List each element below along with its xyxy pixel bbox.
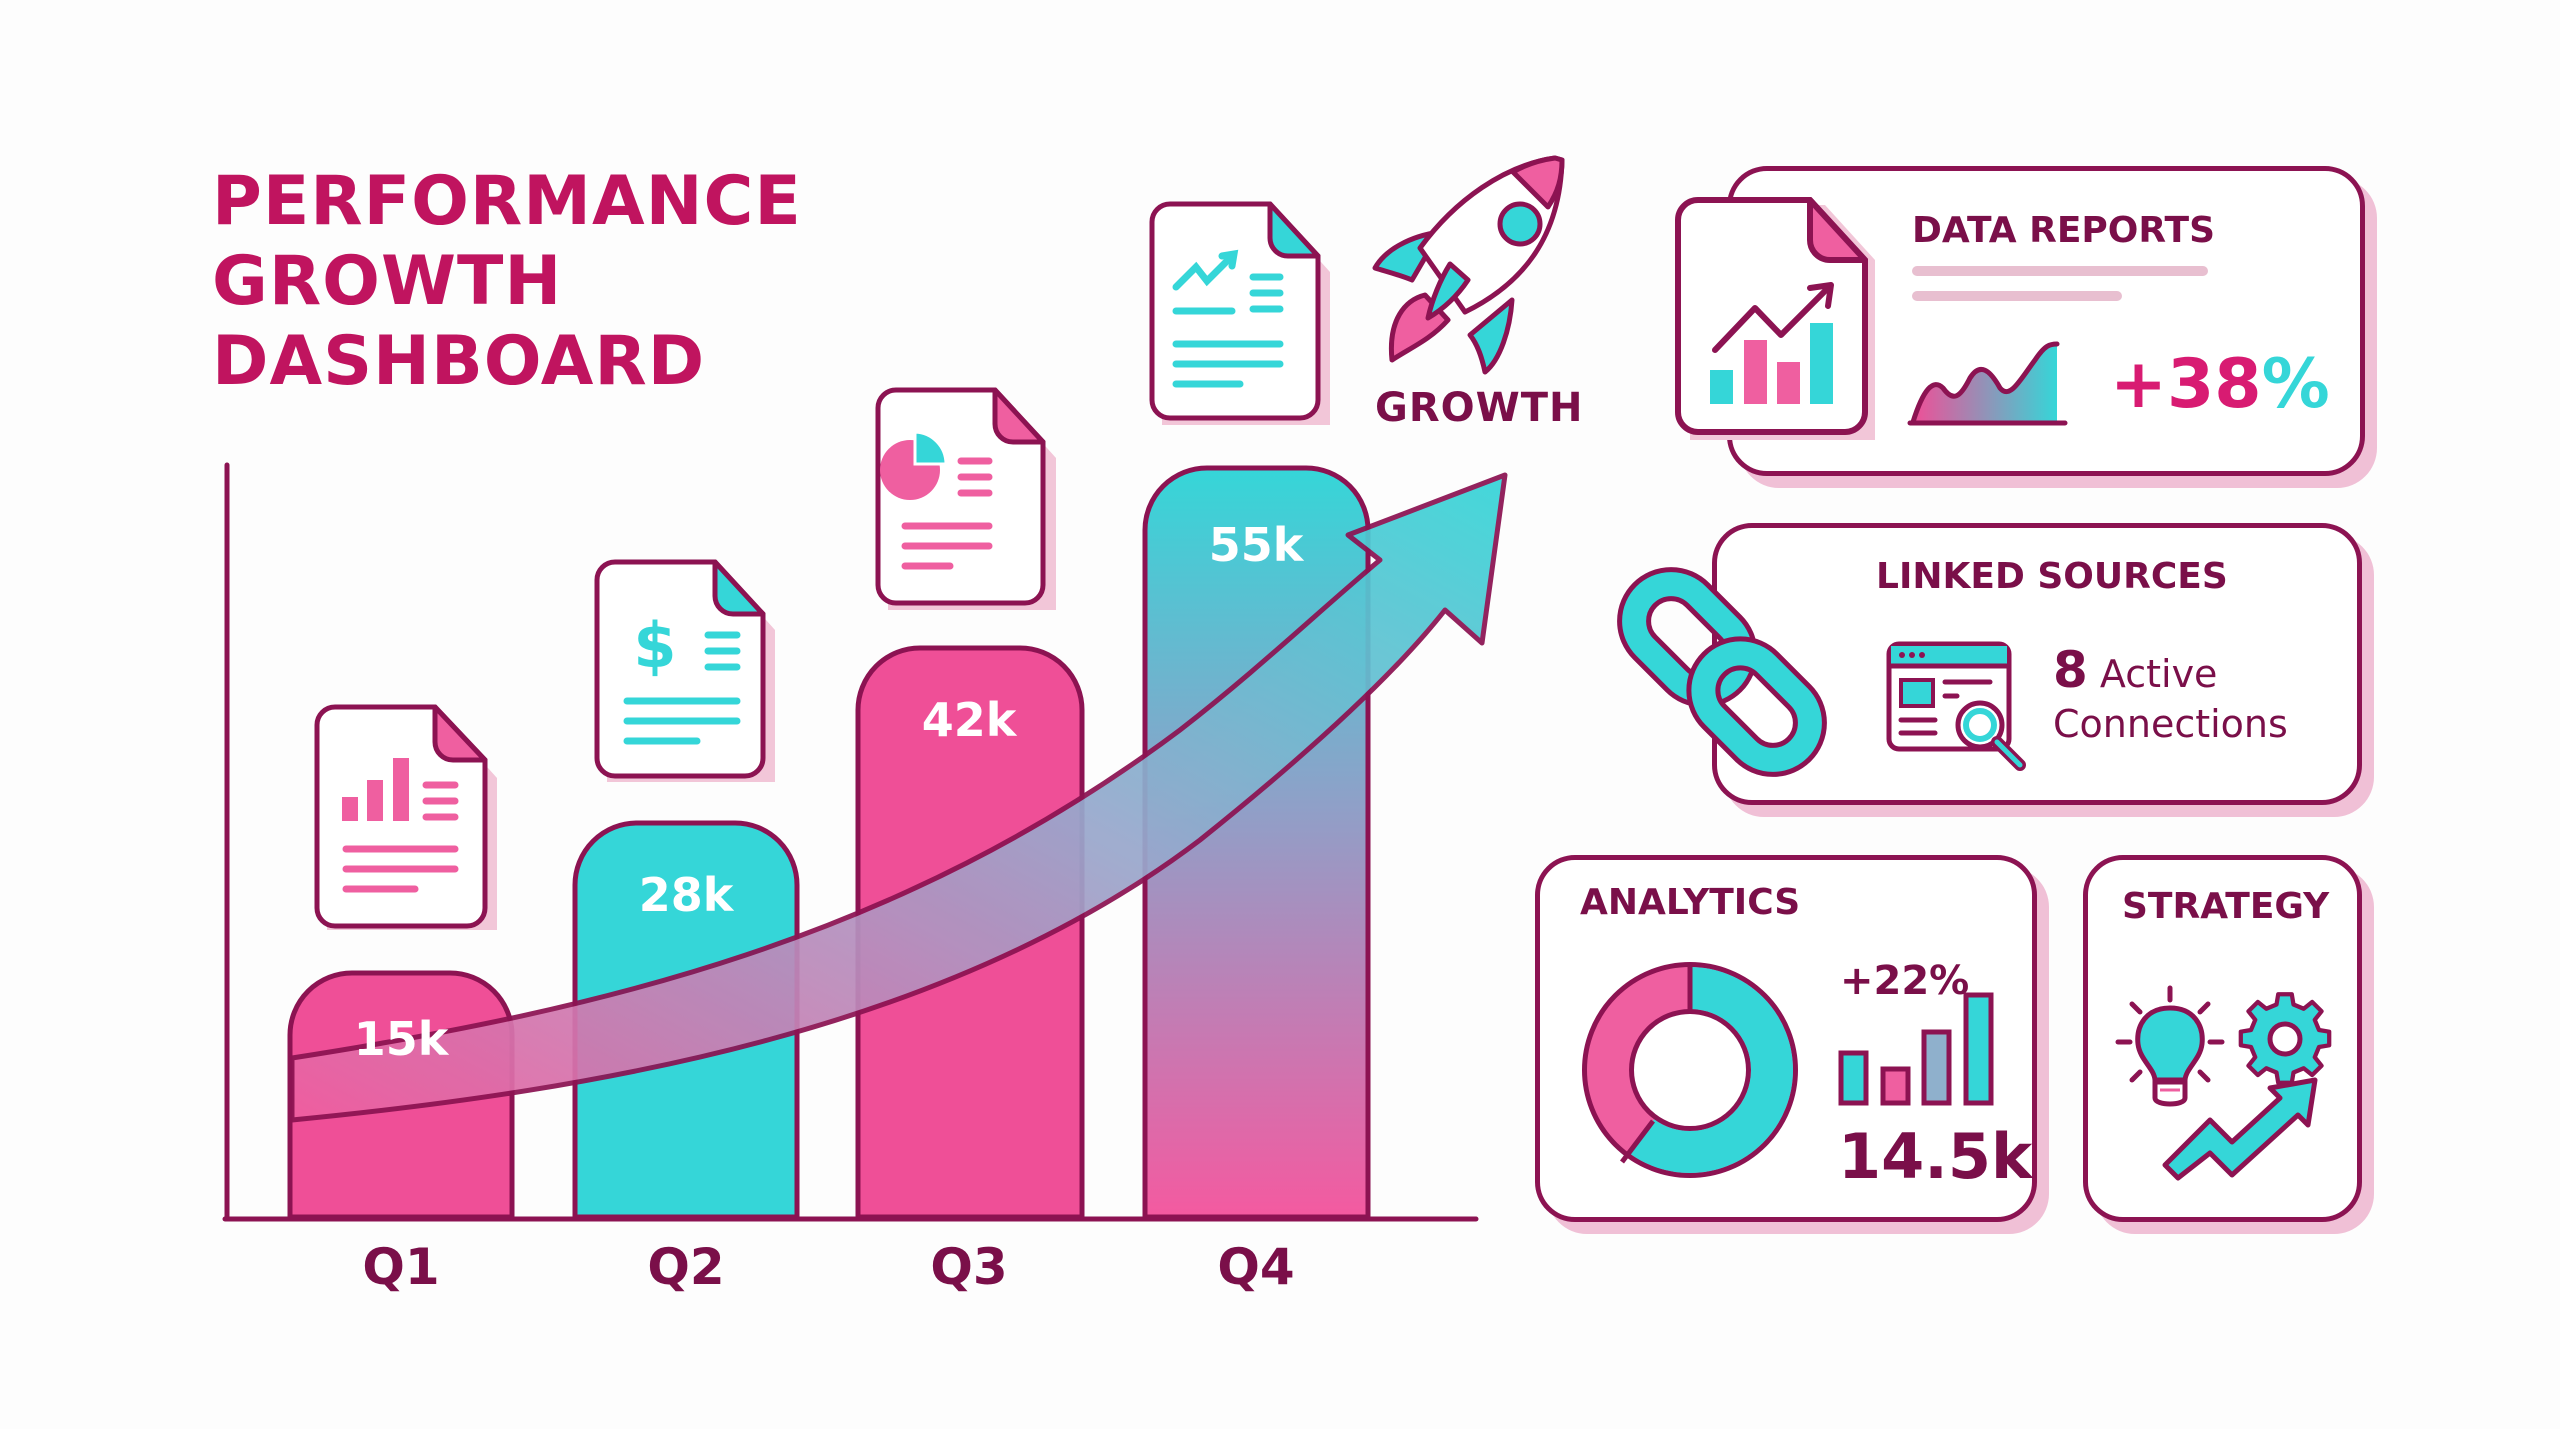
trend-up-arrow-icon — [2162, 1077, 2318, 1181]
gear-icon — [2238, 992, 2332, 1085]
data-reports-title: DATA REPORTS — [1912, 210, 2215, 251]
title-line-3: DASHBOARD — [212, 322, 706, 401]
title-line-2: GROWTH — [212, 242, 563, 321]
svg-text:$: $ — [633, 609, 676, 682]
x-label-q2: Q2 — [647, 1238, 725, 1296]
linked-sources-title: LINKED SOURCES — [1876, 556, 2228, 597]
report-document-icon — [1675, 197, 1875, 440]
strategy-icons — [2115, 985, 2332, 1181]
bar-value-q1: 15k — [353, 1012, 449, 1066]
dollar-document-icon: $ — [594, 559, 775, 782]
bar-value-q2: 28k — [638, 868, 734, 922]
change-value: +38 — [2110, 345, 2262, 424]
x-label-q3: Q3 — [930, 1238, 1008, 1296]
change-suffix: % — [2261, 345, 2330, 424]
page-title: PERFORMANCE GROWTH DASHBOARD — [212, 162, 802, 402]
growth-label: GROWTH — [1375, 385, 1584, 431]
strategy-title: STRATEGY — [2122, 886, 2330, 927]
x-label-q4: Q4 — [1217, 1238, 1295, 1296]
panel-linked-sources[interactable] — [1712, 523, 2362, 805]
link-chain-icon — [1617, 567, 1827, 777]
lightbulb-icon — [2115, 985, 2225, 1107]
rocket-icon — [1372, 155, 1565, 375]
analytics-title: ANALYTICS — [1580, 882, 1801, 923]
connections-label-2: Connections — [2053, 702, 2288, 746]
connections-count: 8 — [2053, 641, 2088, 699]
placeholder-line — [1912, 266, 2208, 276]
bar-value-q4: 55k — [1208, 518, 1304, 572]
connections-label-1: Active — [2099, 652, 2218, 696]
trend-arrow-icon — [289, 472, 1508, 1123]
analytics-value: 14.5k — [1838, 1120, 2033, 1193]
mini-bar-chart-icon — [1838, 992, 1994, 1106]
bar-chart-document-icon — [314, 704, 497, 930]
active-connections: 8 Active Connections — [2053, 645, 2288, 749]
pie-chart-document-icon — [875, 387, 1056, 610]
area-chart-icon — [1907, 341, 2068, 426]
bar-value-q3: 42k — [921, 693, 1017, 747]
web-search-icon — [1886, 641, 2026, 771]
donut-chart-icon — [1582, 962, 1798, 1178]
data-reports-change: +38% — [2110, 345, 2330, 424]
analytics-change: +22% — [1840, 958, 1970, 1004]
title-line-1: PERFORMANCE — [212, 162, 802, 241]
x-label-q1: Q1 — [362, 1238, 440, 1296]
trend-document-icon — [1149, 201, 1330, 425]
placeholder-line — [1912, 291, 2122, 301]
